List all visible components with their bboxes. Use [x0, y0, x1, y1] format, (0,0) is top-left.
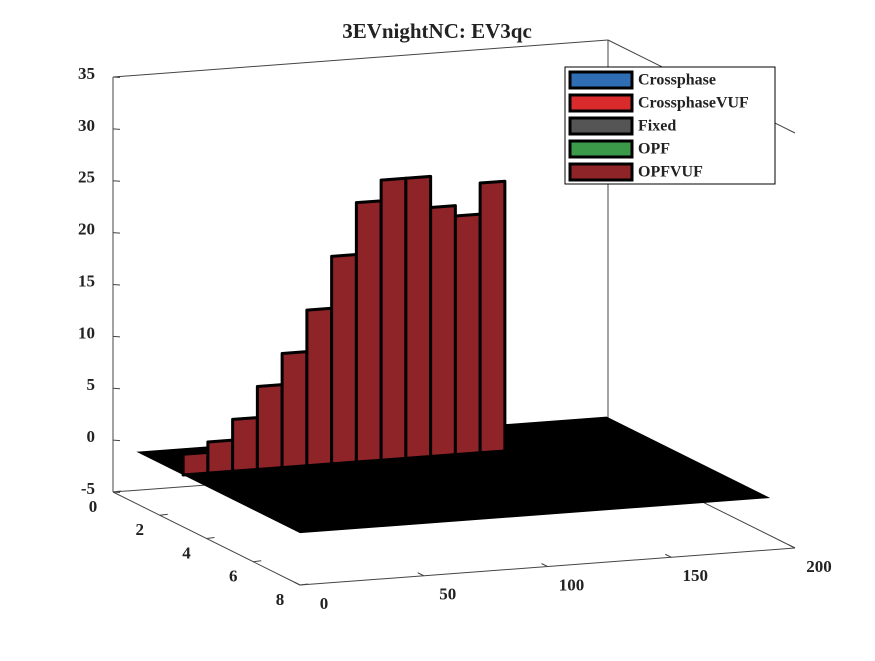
bar-panel	[231, 416, 259, 473]
legend-label: Fixed	[638, 118, 676, 135]
y-tick	[112, 490, 122, 493]
legend-swatch	[568, 139, 634, 159]
y-tick	[206, 537, 215, 539]
y-tick-label: 6	[229, 567, 238, 586]
y-tick-label: 2	[136, 520, 145, 539]
bar-panel	[206, 438, 235, 475]
z-tick-label: 5	[87, 375, 96, 394]
y-tick-label: 8	[276, 590, 285, 609]
x-tick	[541, 563, 548, 567]
bar-panel	[255, 383, 284, 471]
axis-box	[112, 39, 609, 78]
z-tick-label: 0	[87, 427, 96, 446]
bar-panel	[181, 450, 210, 477]
x-tick-label: 0	[320, 594, 329, 613]
x-tick-label: 200	[806, 557, 832, 576]
legend-label: OPFVUF	[638, 164, 703, 181]
z-tick	[112, 232, 121, 234]
legend-label: OPF	[638, 141, 670, 158]
z-tick	[112, 180, 121, 182]
z-tick	[112, 284, 121, 286]
legend-label: Crossphase	[638, 72, 716, 89]
x-tick	[665, 553, 672, 558]
bar-panel	[280, 350, 309, 470]
z-tick-label: 15	[78, 271, 95, 290]
y-tick-label: 0	[89, 497, 98, 516]
x-tick-label: 150	[683, 566, 709, 585]
y-tick	[299, 583, 309, 586]
bar-panel	[305, 306, 334, 468]
z-tick	[112, 387, 121, 390]
bar-panel	[478, 179, 507, 455]
z-tick	[112, 439, 121, 442]
z-tick	[112, 76, 121, 78]
z-tick	[112, 128, 121, 130]
y-tick	[159, 513, 168, 516]
legend-swatch	[568, 116, 634, 136]
y-tick-label: 4	[182, 543, 191, 562]
z-tick-label: 25	[78, 168, 95, 187]
chart-title: 3EVnightNC: EV3qc	[342, 19, 532, 43]
x-tick-label: 100	[559, 575, 585, 594]
legend-swatch	[568, 162, 634, 182]
z-tick-label: 20	[78, 220, 95, 239]
legend-swatch	[568, 70, 634, 90]
z-tick-label: 10	[78, 323, 95, 342]
y-tick	[253, 560, 262, 563]
z-tick	[112, 335, 121, 338]
z-tick-label: -5	[81, 479, 95, 498]
z-tick-label: 30	[78, 116, 95, 135]
x-tick-label: 50	[439, 585, 456, 604]
bar-panel	[453, 212, 482, 457]
bar-panel	[330, 253, 358, 466]
legend-label: CrossphaseVUF	[638, 95, 749, 112]
z-tick-label: 35	[78, 64, 95, 83]
x-tick	[293, 581, 301, 586]
bar-panel	[429, 204, 457, 458]
x-tick	[417, 572, 424, 577]
bar-panel	[379, 176, 408, 462]
x-tick	[788, 544, 796, 549]
bar-panel	[404, 174, 433, 460]
legend-swatch	[568, 93, 634, 113]
bar-panel	[354, 199, 383, 464]
